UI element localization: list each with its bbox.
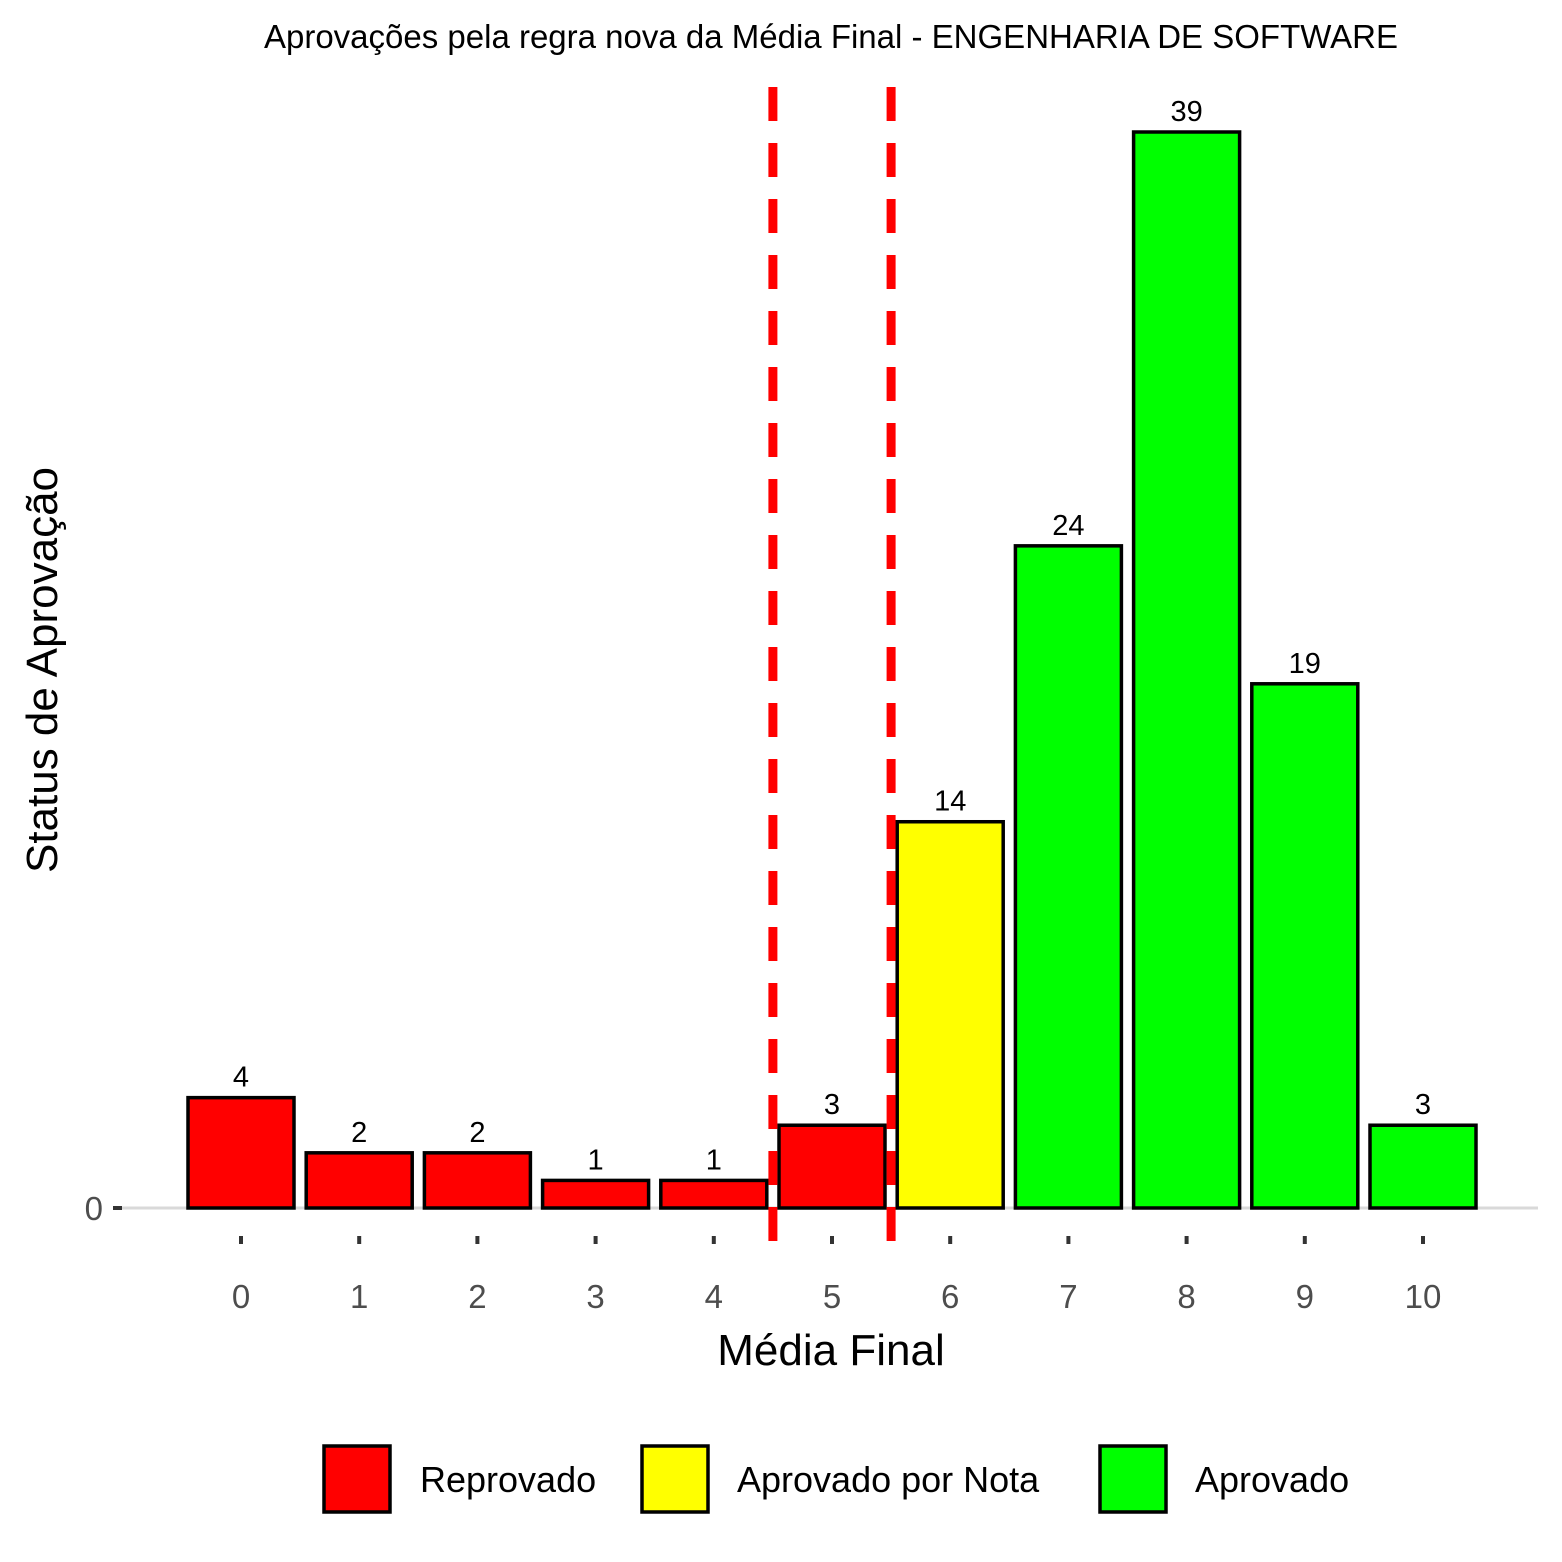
x-axis: 0 1 2 3 4 5 6 7 8 9 10 (232, 1236, 1442, 1315)
y-axis-title: Status de Aprovação (18, 467, 67, 873)
y-axis: 0 (85, 1190, 122, 1227)
data-label-1: 2 (351, 1117, 367, 1149)
data-label-10: 3 (1415, 1089, 1431, 1121)
data-label-4: 1 (706, 1144, 722, 1176)
bar-7 (1013, 544, 1124, 1210)
x-tick-label-10: 10 (1405, 1278, 1442, 1315)
legend-label-1: Reprovado (420, 1459, 596, 1500)
bar-9 (1250, 682, 1360, 1210)
y-tick-label-0: 0 (85, 1190, 103, 1227)
bar-10 (1368, 1123, 1478, 1210)
bar-2 (422, 1151, 533, 1210)
x-tick-label-8: 8 (1177, 1278, 1195, 1315)
bar-4 (659, 1178, 769, 1210)
data-label-2: 2 (469, 1117, 485, 1149)
data-label-9: 19 (1289, 648, 1321, 680)
x-tick-label-1: 1 (350, 1278, 368, 1315)
x-axis-title: Média Final (717, 1326, 944, 1375)
legend: Reprovado Aprovado por Nota Aprovado (322, 1444, 1349, 1514)
legend-swatch-3 (1098, 1444, 1168, 1514)
x-tick-label-2: 2 (468, 1278, 486, 1315)
bar-6 (895, 819, 1005, 1210)
data-label-8: 39 (1170, 96, 1202, 128)
legend-label-2: Aprovado por Nota (737, 1459, 1040, 1500)
legend-swatch-1 (322, 1444, 392, 1514)
chart-title: Aprovações pela regra nova da Média Fina… (264, 18, 1398, 55)
bar-0 (186, 1095, 296, 1210)
data-labels-layer: 4 2 2 1 1 3 14 24 39 19 3 (233, 96, 1431, 1176)
data-label-6: 14 (934, 786, 966, 818)
bar-8 (1131, 130, 1242, 1210)
bar-5 (777, 1123, 887, 1210)
x-tick-label-6: 6 (941, 1278, 959, 1315)
x-tick-label-3: 3 (586, 1278, 604, 1315)
data-label-5: 3 (824, 1089, 840, 1121)
bars-layer (186, 130, 1478, 1210)
x-tick-label-4: 4 (705, 1278, 723, 1315)
data-label-7: 24 (1052, 510, 1084, 542)
x-tick-label-9: 9 (1296, 1278, 1314, 1315)
reference-lines-layer (768, 87, 896, 1262)
legend-swatch-2 (640, 1444, 710, 1514)
bar-3 (540, 1178, 651, 1210)
x-tick-label-5: 5 (823, 1278, 841, 1315)
bar-1 (304, 1151, 414, 1210)
data-label-0: 4 (233, 1062, 249, 1094)
x-tick-label-7: 7 (1059, 1278, 1077, 1315)
x-tick-label-0: 0 (232, 1278, 250, 1315)
legend-label-3: Aprovado (1195, 1459, 1349, 1500)
data-label-3: 1 (588, 1144, 604, 1176)
